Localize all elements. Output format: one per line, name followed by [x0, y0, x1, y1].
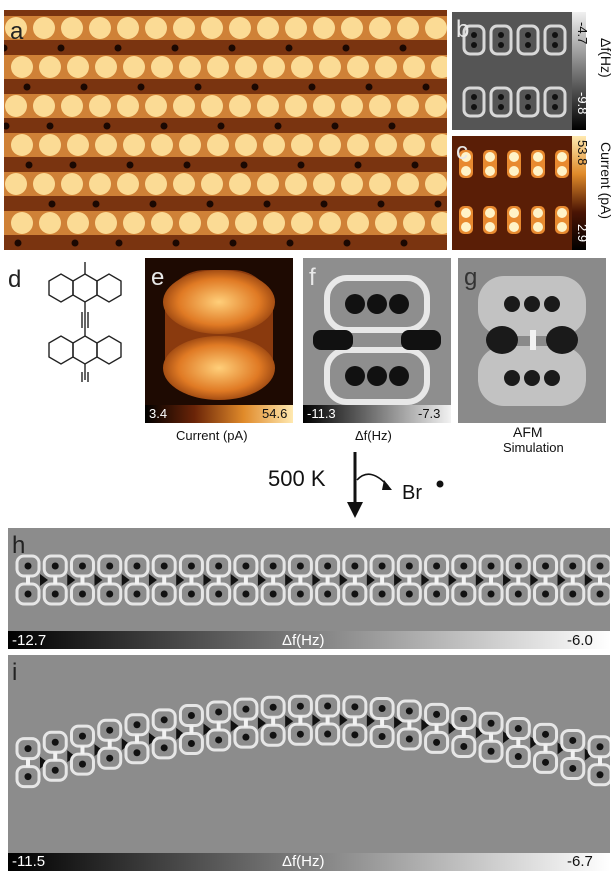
- panel-b-cb-top: -4.7: [575, 22, 590, 45]
- panel-f-afm-image: f: [303, 258, 451, 423]
- reaction-product: Br: [402, 482, 422, 504]
- panel-i-afm-chain: i: [8, 655, 610, 855]
- panel-a-stm-image: a: [4, 10, 447, 250]
- panel-label-d: d: [8, 266, 22, 293]
- panel-i-svg: [15, 694, 610, 789]
- panel-c-cb-bottom: 2.9: [575, 224, 590, 243]
- reaction-temperature: 500 K: [268, 466, 326, 491]
- panel-e-cb-max: 54.6: [262, 406, 288, 421]
- panel-e-current-image: e: [145, 258, 293, 423]
- panel-c-svg: [452, 136, 572, 250]
- panel-e-cb-min: 3.4: [149, 406, 168, 421]
- panel-c-cb-top: 53.8: [575, 140, 590, 166]
- panel-g-caption-line1: AFM: [513, 424, 543, 440]
- panel-b-colorbar: [572, 12, 586, 130]
- panel-e-colorbar: [145, 405, 293, 423]
- panel-c-current-image: c: [452, 136, 572, 250]
- panel-f-caption: Δf(Hz): [355, 428, 392, 443]
- panel-f-cb-min: -11.3: [307, 406, 336, 421]
- panel-g-simulation-image: g: [458, 258, 606, 423]
- panel-h-colorbar: [8, 631, 610, 649]
- panel-i-cb-min: -11.5: [12, 853, 46, 870]
- panel-label-f: f: [309, 264, 316, 291]
- panel-label-a: a: [10, 18, 24, 45]
- panel-b-svg: [452, 12, 572, 130]
- panel-c-cb-title: Current (pA): [598, 142, 614, 220]
- panel-h-cb-min: -12.7: [12, 632, 47, 649]
- panel-label-i: i: [12, 659, 18, 686]
- panel-h-afm-chain: h: [8, 528, 610, 631]
- panel-f-cb-max: -7.3: [418, 406, 441, 421]
- panel-a-svg: [4, 10, 447, 250]
- panel-label-b: b: [456, 16, 470, 43]
- panel-g-caption-line2: Simulation: [503, 440, 564, 455]
- panel-i-cb-mid: Δf(Hz): [282, 853, 325, 870]
- panel-h-cb-max: -6.0: [567, 632, 593, 649]
- panel-e-svg: [163, 270, 275, 400]
- panel-label-c: c: [456, 138, 468, 165]
- panel-label-e: e: [151, 264, 165, 291]
- panel-h-svg: [15, 554, 610, 606]
- panel-g-svg: [478, 276, 586, 406]
- panel-label-g: g: [464, 264, 478, 291]
- panel-f-colorbar: [303, 405, 451, 423]
- panel-c-colorbar: [572, 136, 586, 250]
- reaction-arrow: [347, 452, 444, 518]
- panel-d-molecule: [48, 262, 122, 382]
- panel-b-cb-bottom: -9.8: [575, 92, 590, 115]
- panel-h-cb-mid: Δf(Hz): [282, 632, 325, 649]
- panel-b-afm-image: b: [452, 12, 572, 130]
- panel-label-h: h: [12, 532, 26, 559]
- panel-i-colorbar: [8, 853, 610, 871]
- panel-b-cb-title: Δf(Hz): [598, 38, 614, 78]
- panel-i-cb-max: -6.7: [567, 853, 593, 870]
- panel-e-caption: Current (pA): [176, 428, 248, 443]
- panel-f-svg: [313, 275, 441, 405]
